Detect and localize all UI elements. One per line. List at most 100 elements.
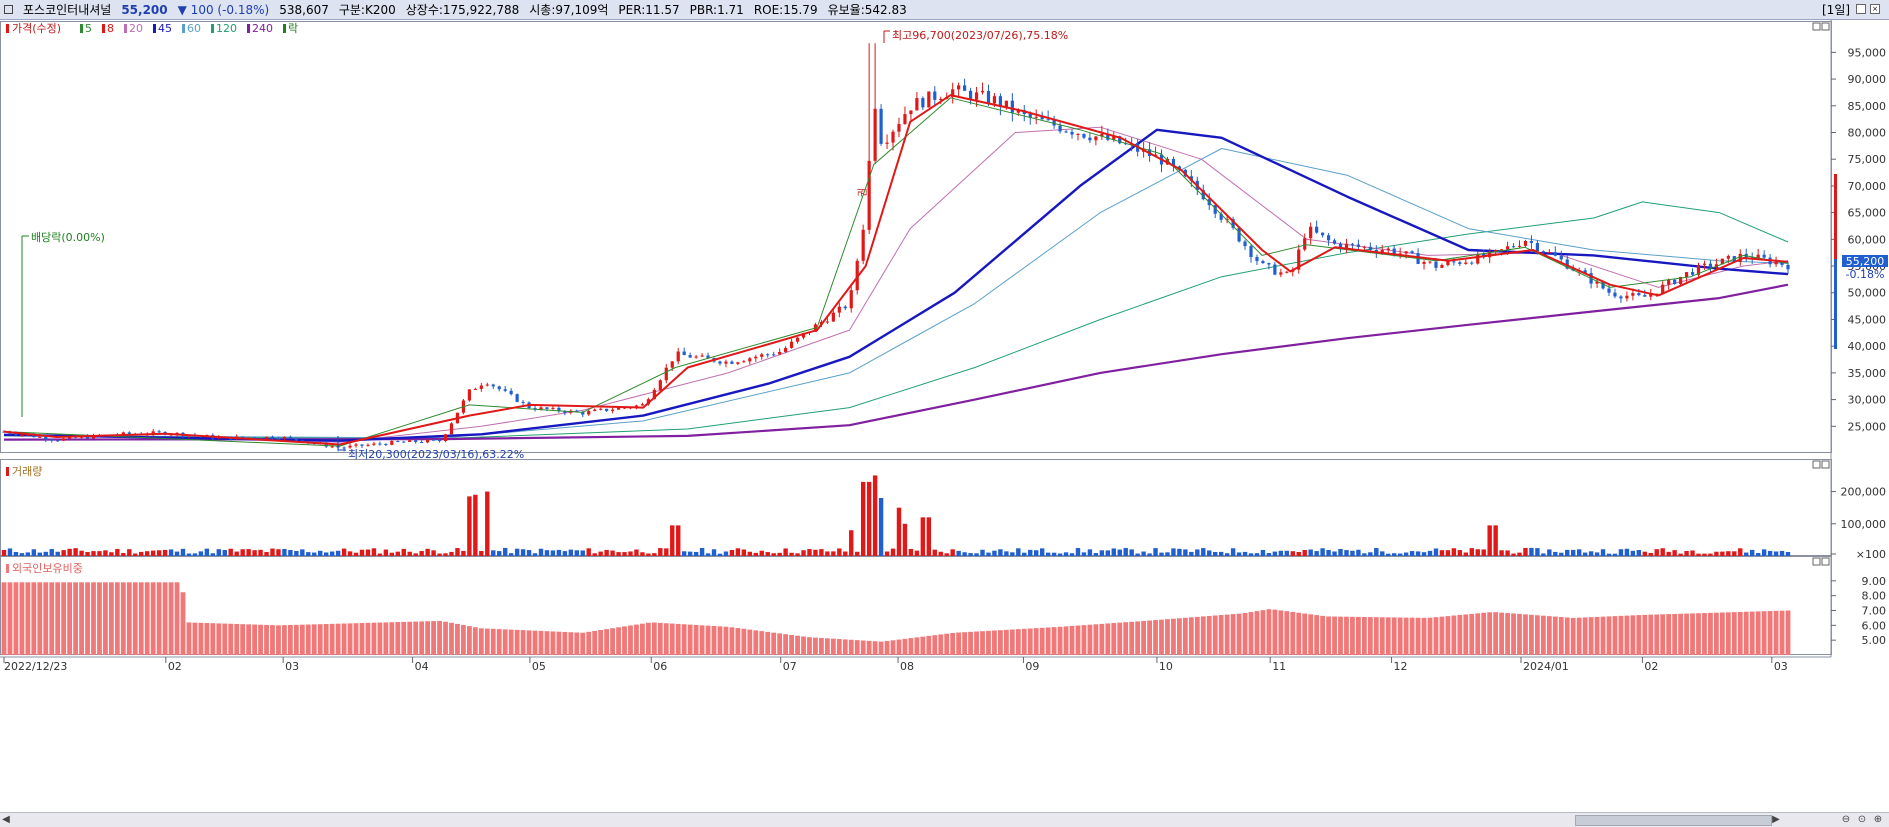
volume-bar <box>622 552 627 556</box>
volume-bar <box>1087 549 1093 556</box>
volume-bar <box>1493 525 1498 556</box>
volume-bar <box>1469 548 1474 556</box>
price-panel-minimize-icon[interactable] <box>1812 22 1821 31</box>
minimize-icon[interactable] <box>1856 4 1866 14</box>
candle-body <box>748 358 752 362</box>
candle-body <box>1511 246 1516 248</box>
foreign-panel-minimize-icon[interactable] <box>1812 557 1821 566</box>
candle-body <box>1565 259 1569 269</box>
candle-body <box>402 441 406 443</box>
volume-bar <box>1105 550 1111 556</box>
candle-body <box>1476 254 1480 264</box>
volume-bar <box>819 549 824 556</box>
foreign-ratio-bar <box>1743 611 1749 655</box>
volume-bar <box>1171 548 1176 556</box>
candle-body <box>1362 246 1366 248</box>
zoom-out-icon[interactable]: ⊖ <box>1841 814 1851 825</box>
volume-bar <box>61 550 66 556</box>
scroll-right-icon[interactable]: ▶ <box>1772 814 1780 825</box>
foreign-ratio-bar <box>1254 611 1260 655</box>
foreign-ratio-bar <box>1206 615 1212 655</box>
x-axis-tick-label: 05 <box>532 660 546 673</box>
volume-bar <box>1433 548 1439 556</box>
volume-bar <box>771 553 776 556</box>
volume-bar <box>646 553 651 556</box>
stock-name[interactable]: 포스코인터내셔널 <box>23 3 112 17</box>
candle-body <box>252 437 257 439</box>
chart-area[interactable]: 25,00030,00035,00040,00045,00050,00055,0… <box>0 19 1889 812</box>
low-label: 최저20,300(2023/03/16),63.22% <box>348 448 524 461</box>
foreign-ratio-bar <box>974 631 979 655</box>
scroll-thumb[interactable] <box>1575 815 1772 826</box>
volume-panel-close-icon[interactable] <box>1821 460 1830 469</box>
volume-bar <box>180 548 186 556</box>
foreign-ratio-bar <box>717 626 723 655</box>
zoom-reset-icon[interactable]: ⊙ <box>1857 814 1867 825</box>
foreign-axis-tick-label: 7.00 <box>1862 605 1887 618</box>
foreign-ratio-bar <box>186 622 192 655</box>
price-panel-close-icon[interactable] <box>1821 22 1830 31</box>
volume-bar <box>1499 550 1504 556</box>
foreign-ratio-bar <box>1266 609 1272 655</box>
volume-bar <box>896 507 902 556</box>
candle-body <box>795 337 800 342</box>
candle-body <box>1547 252 1551 254</box>
candle-body <box>62 438 66 441</box>
foreign-ratio-bars <box>1 582 1791 655</box>
foreign-ratio-bar <box>132 582 138 655</box>
volume-panel-frame <box>0 459 1832 556</box>
candle-body <box>682 351 686 356</box>
foreign-ratio-bar <box>1033 628 1039 655</box>
ma-240-line <box>3 283 1789 441</box>
volume-bar <box>246 549 251 556</box>
foreign-ratio-bar <box>162 582 168 655</box>
candle-body <box>378 443 382 445</box>
price-axis-tick-label: 50,000 <box>1848 287 1887 300</box>
price-axis-tick-label: 35,000 <box>1848 367 1887 380</box>
foreign-ratio-bar <box>1003 629 1009 655</box>
foreign-ratio-bar <box>1236 613 1242 655</box>
volume-bar <box>1708 553 1713 556</box>
zoom-in-icon[interactable]: ⊕ <box>1873 814 1883 825</box>
candle-body <box>449 423 454 435</box>
ma-120-line <box>3 201 1789 440</box>
foreign-ratio-bar <box>1451 615 1457 655</box>
foreign-ratio-bar <box>1356 616 1361 655</box>
foreign-panel-close-icon[interactable] <box>1821 557 1830 566</box>
time-scrollbar[interactable]: ◀ ▶ ⊖ ⊙ ⊕ <box>0 812 1889 827</box>
volume-bar <box>801 550 806 556</box>
volume-bar <box>1224 553 1230 556</box>
volume-bar <box>168 549 174 556</box>
per-value: PER:11.57 <box>618 2 680 17</box>
foreign-ratio-bar <box>950 632 956 655</box>
volume-bar <box>407 551 412 556</box>
foreign-ratio-bar <box>1015 629 1021 655</box>
foreign-ratio-bar <box>359 623 365 655</box>
volume-bar <box>1099 550 1105 556</box>
volume-bar <box>1207 550 1212 556</box>
high-annotation: 최고96,700(2023/07/26),75.18% <box>883 29 1068 43</box>
foreign-ratio-bar <box>353 623 359 655</box>
volume-bar <box>723 551 729 556</box>
close-icon[interactable]: × <box>1870 4 1880 14</box>
volume-bar <box>1505 550 1510 556</box>
volume-bar <box>1386 553 1391 556</box>
period-button[interactable]: [1일] <box>1822 3 1851 17</box>
volume-bar <box>216 549 221 556</box>
foreign-ratio-bar <box>1027 628 1033 655</box>
window-menu-icon[interactable] <box>4 5 13 14</box>
volume-bar <box>473 494 478 556</box>
volume-bar <box>1213 552 1218 556</box>
volume-bar <box>1684 550 1689 556</box>
foreign-ratio-bar <box>1242 612 1248 655</box>
foreign-ratio-bar <box>532 630 538 655</box>
price-axis-tick-label: 25,000 <box>1848 420 1887 433</box>
volume-bar <box>329 551 335 556</box>
foreign-ratio-bar <box>287 625 293 655</box>
volume-panel-minimize-icon[interactable] <box>1812 460 1821 469</box>
volume-bar <box>1290 551 1295 556</box>
foreign-ratio-bar <box>1719 612 1725 655</box>
scroll-left-icon[interactable]: ◀ <box>2 814 10 825</box>
price-axis-tick-label: 40,000 <box>1848 340 1887 353</box>
candle-body <box>1255 257 1259 262</box>
